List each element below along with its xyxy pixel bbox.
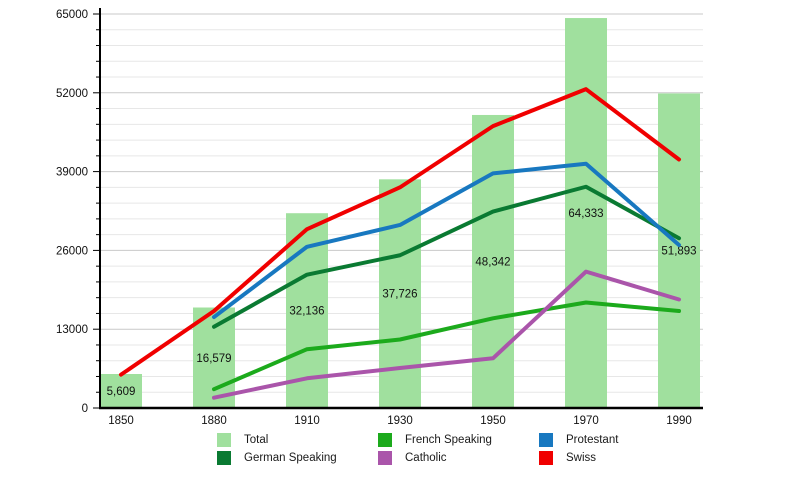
legend-label-protestant: Protestant (566, 434, 619, 446)
x-axis-tick-label: 1850 (108, 415, 134, 427)
x-axis-tick-label: 1970 (573, 415, 599, 427)
line-german-speaking (212, 184, 681, 329)
total-bar-1990 (658, 93, 700, 409)
x-axis-tick-label: 1880 (201, 415, 227, 427)
legend-item-french-speaking: French Speaking (378, 433, 539, 447)
legend-swatch-protestant (539, 433, 553, 447)
bar-value-label: 51,893 (661, 246, 696, 258)
line-catholic (212, 269, 681, 400)
bar-value-label: 48,342 (475, 256, 510, 268)
y-axis-tick-label: 13000 (56, 324, 88, 336)
total-bar-1880 (193, 307, 235, 408)
legend-item-german-speaking: German Speaking (217, 451, 378, 465)
legend-item-catholic: Catholic (378, 451, 539, 465)
chart-canvas: 5,609 16,579 32,136 37,726 48,342 64,333 51,89… (56, 8, 703, 427)
x-axis-tick-label: 1930 (387, 415, 413, 427)
bar-value-label: 5,609 (107, 386, 136, 398)
bar-value-label: 64,333 (568, 208, 603, 220)
legend-item-swiss: Swiss (539, 451, 700, 465)
legend-label-swiss: Swiss (566, 452, 597, 464)
legend-label-french-speaking: French Speaking (405, 434, 492, 446)
legend-swatch-total (217, 433, 231, 447)
y-axis-tick-label: 26000 (56, 245, 88, 257)
legend-item-total: Total (217, 433, 378, 447)
y-axis-tick-label: 0 (82, 403, 88, 415)
legend-swatch-french-speaking (378, 433, 392, 447)
x-axis-tick-label: 1990 (666, 415, 692, 427)
chart-legend: Total French Speaking Protestant German Spe… (217, 431, 700, 467)
line-swiss (119, 87, 681, 377)
legend-label-german-speaking: German Speaking (244, 452, 337, 464)
total-bar-1850 (100, 374, 142, 408)
line-protestant (212, 161, 681, 320)
bar-value-label: 16,579 (196, 353, 231, 365)
y-axis-tick-label: 39000 (56, 167, 88, 179)
x-axis-tick-label: 1950 (480, 415, 506, 427)
line-french-speaking (212, 300, 681, 392)
legend-label-total: Total (244, 434, 269, 446)
bar-value-label: 32,136 (289, 306, 324, 318)
y-axis-tick-label: 65000 (56, 9, 88, 21)
total-bar-1970 (565, 18, 607, 408)
legend-swatch-catholic (378, 451, 392, 465)
legend-item-protestant: Protestant (539, 433, 700, 447)
y-axis-tick-label: 52000 (56, 88, 88, 100)
x-axis-tick-label: 1910 (294, 415, 320, 427)
legend-label-catholic: Catholic (405, 452, 447, 464)
legend-swatch-german-speaking (217, 451, 231, 465)
bar-value-label: 37,726 (382, 289, 417, 301)
legend-swatch-swiss (539, 451, 553, 465)
